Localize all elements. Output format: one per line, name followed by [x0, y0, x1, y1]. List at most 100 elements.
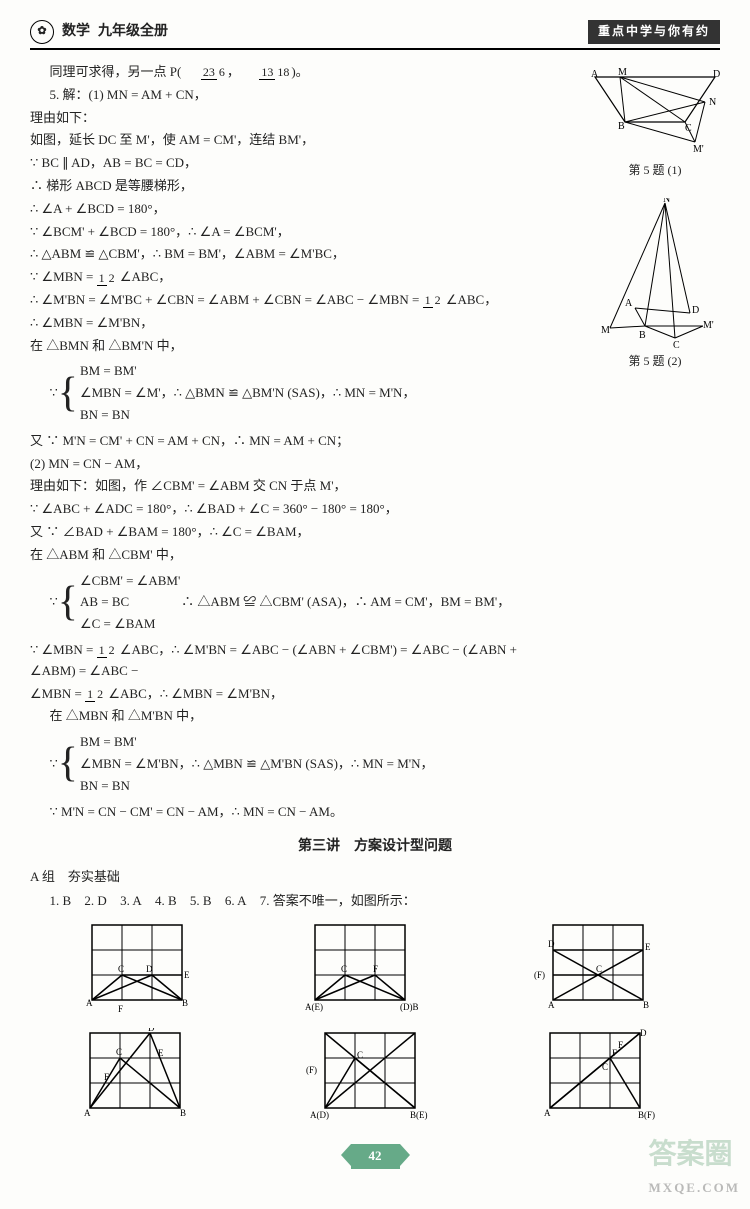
svg-text:A: A — [625, 298, 633, 309]
svg-text:D: D — [548, 939, 555, 949]
intro-line: 同理可求得，另一点 P(236，1318)。 — [30, 62, 560, 83]
p5-l17: 又 ∵ ∠BAD + ∠BAM = 180°，∴ ∠C = ∠BAM， — [30, 522, 560, 543]
side-figures: A M D N B C M' 第 5 题 (1) — [580, 67, 730, 389]
svg-text:D: D — [148, 1028, 155, 1033]
svg-text:A: A — [591, 69, 599, 80]
header-left: ✿ 数学 九年级全册 — [30, 20, 168, 44]
p5-l4: ∵ BC ∥ AD，AB = BC = CD， — [30, 153, 560, 174]
svg-text:D: D — [713, 69, 720, 80]
p5-l14: (2) MN = CN − AM， — [30, 454, 560, 475]
svg-text:A: A — [84, 1108, 91, 1118]
svg-text:C: C — [116, 1047, 122, 1057]
b2b: AB = BC ∴ △ABM ≌ △CBM' (ASA)，∴ AM = CM'，… — [80, 592, 510, 613]
grade-label: 九年级全册 — [98, 21, 168, 43]
svg-text:M: M — [618, 67, 627, 78]
section-3-title: 第三讲 方案设计型问题 — [30, 836, 720, 858]
p5-l13: 又 ∵ M'N = CM' + CN = AM + CN，∴ MN = AM +… — [30, 431, 560, 452]
figure-5-1: A M D N B C M' 第 5 题 (1) — [580, 67, 730, 180]
p5-l2: 理由如下： — [30, 108, 560, 129]
brace-1: ∵{ BM = BM' ∠MBN = ∠M'，∴ △BMN ≌ △BM'N (S… — [50, 360, 561, 426]
svg-text:A: A — [544, 1108, 551, 1118]
grid-1: A B C D E F — [82, 920, 202, 1020]
ans-4: 4. B — [155, 893, 177, 908]
p5-l16: ∵ ∠ABC + ∠ADC = 180°，∴ ∠BAD + ∠C = 360° … — [30, 499, 560, 520]
b2a: ∠CBM' = ∠ABM' — [80, 571, 510, 592]
svg-text:A(E): A(E) — [305, 1002, 323, 1012]
group-a-label: A 组 夯实基础 — [30, 867, 720, 888]
svg-text:A: A — [86, 998, 93, 1008]
svg-text:A(D): A(D) — [310, 1110, 329, 1120]
b3b: ∠MBN = ∠M'BN，∴ △MBN ≌ △M'BN (SAS)，∴ MN =… — [80, 754, 434, 775]
svg-text:F: F — [118, 1004, 123, 1014]
svg-text:B: B — [643, 1000, 649, 1010]
b1c: BN = BN — [80, 405, 416, 426]
ans-7: 7. 答案不唯一，如图所示： — [260, 893, 416, 908]
svg-text:C: C — [341, 964, 347, 974]
b3c: BN = BN — [80, 776, 434, 797]
svg-text:B(F): B(F) — [638, 1110, 655, 1120]
svg-text:D: D — [146, 964, 153, 974]
p5-l19: ∵ ∠MBN = 12 ∠ABC，∴ ∠M'BN = ∠ABC − (∠ABN … — [30, 640, 560, 682]
b3a: BM = BM' — [80, 732, 434, 753]
content-area: A M D N B C M' 第 5 题 (1) — [30, 62, 720, 1169]
p5-l9: ∵ ∠MBN = 12 ∠ABC， — [30, 267, 560, 288]
svg-text:C: C — [602, 1062, 608, 1072]
ans-2: 2. D — [84, 893, 106, 908]
svg-text:F: F — [612, 1048, 617, 1058]
p5-l18: 在 △ABM 和 △CBM' 中， — [30, 545, 560, 566]
grid-6: A B(F) C D E F — [540, 1028, 670, 1128]
svg-text:B: B — [180, 1108, 186, 1118]
svg-text:(D)B: (D)B — [400, 1002, 419, 1012]
b1b: ∠MBN = ∠M'，∴ △BMN ≌ △BM'N (SAS)，∴ MN = M… — [80, 383, 416, 404]
svg-text:D: D — [692, 305, 699, 316]
svg-text:E: E — [618, 1040, 624, 1050]
svg-text:B: B — [618, 121, 625, 132]
svg-text:N: N — [709, 97, 716, 108]
p5-l8: ∴ △ABM ≌ △CBM'，∴ BM = BM'，∠ABM = ∠M'BC， — [30, 244, 560, 265]
p5-l1: 5. 解：(1) MN = AM + CN， — [30, 85, 560, 106]
svg-text:C: C — [357, 1050, 363, 1060]
logo-icon: ✿ — [30, 20, 54, 44]
p5-l5: ∴ 梯形 ABCD 是等腰梯形， — [30, 176, 560, 197]
b2c: ∠C = ∠BAM — [80, 614, 510, 635]
p5-l15: 理由如下：如图，作 ∠CBM' = ∠ABM 交 CN 于点 M'， — [30, 476, 560, 497]
p5-l21: 在 △MBN 和 △M'BN 中， — [30, 706, 720, 727]
svg-text:B: B — [639, 330, 646, 341]
grid-2: A(E) (D)B C F — [305, 920, 425, 1020]
svg-text:C: C — [596, 964, 602, 974]
svg-text:C: C — [685, 123, 692, 134]
svg-text:E: E — [184, 970, 190, 980]
svg-text:(F): (F) — [534, 970, 545, 980]
main-column: 同理可求得，另一点 P(236，1318)。 5. 解：(1) MN = AM … — [30, 62, 560, 682]
p5-l10: ∴ ∠M'BN = ∠M'BC + ∠CBN = ∠ABM + ∠CBN = ∠… — [30, 290, 560, 311]
answers-row: 1. B 2. D 3. A 4. B 5. B 6. A 7. 答案不唯一，如… — [30, 891, 720, 912]
grid-row-2: A B C D E F A(D) B(E) — [30, 1028, 720, 1128]
page-footer: 42 — [30, 1144, 720, 1169]
p5-l11: ∴ ∠MBN = ∠M'BN， — [30, 313, 560, 334]
b1a: BM = BM' — [80, 361, 416, 382]
fig2-caption: 第 5 题 (2) — [580, 352, 730, 371]
brace-2: ∵{ ∠CBM' = ∠ABM' AB = BC ∴ △ABM ≌ △CBM' … — [50, 570, 561, 636]
p5-l22: ∵ M'N = CN − CM' = CN − AM，∴ MN = CN − A… — [30, 802, 720, 823]
ans-3: 3. A — [120, 893, 142, 908]
svg-text:F: F — [104, 1072, 109, 1082]
svg-text:(F): (F) — [306, 1065, 317, 1075]
grid-3: D E (F) C A B — [528, 920, 668, 1020]
p5-l20: ∠MBN = 12 ∠ABC，∴ ∠MBN = ∠M'BN， — [30, 684, 720, 705]
figure-5-2: N D A M B C M' 第 5 题 (2) — [580, 198, 730, 371]
svg-text:M': M' — [703, 320, 714, 331]
svg-text:C: C — [118, 964, 124, 974]
svg-text:N: N — [663, 198, 670, 205]
svg-text:F: F — [373, 964, 378, 974]
fig1-caption: 第 5 题 (1) — [580, 161, 730, 180]
p5-l12: 在 △BMN 和 △BM'N 中， — [30, 336, 560, 357]
p5-l6: ∴ ∠A + ∠BCD = 180°， — [30, 199, 560, 220]
ans-5: 5. B — [190, 893, 212, 908]
p5-l7: ∵ ∠BCM' + ∠BCD = 180°，∴ ∠A = ∠BCM'， — [30, 222, 560, 243]
grid-row-1: A B C D E F A(E) (D)B — [30, 920, 720, 1020]
p5-l3: 如图，延长 DC 至 M'，使 AM = CM'，连结 BM'， — [30, 130, 560, 151]
page-header: ✿ 数学 九年级全册 重点中学与你有约 — [30, 20, 720, 50]
svg-text:B(E): B(E) — [410, 1110, 428, 1120]
svg-text:B: B — [182, 998, 188, 1008]
ans-6: 6. A — [225, 893, 247, 908]
